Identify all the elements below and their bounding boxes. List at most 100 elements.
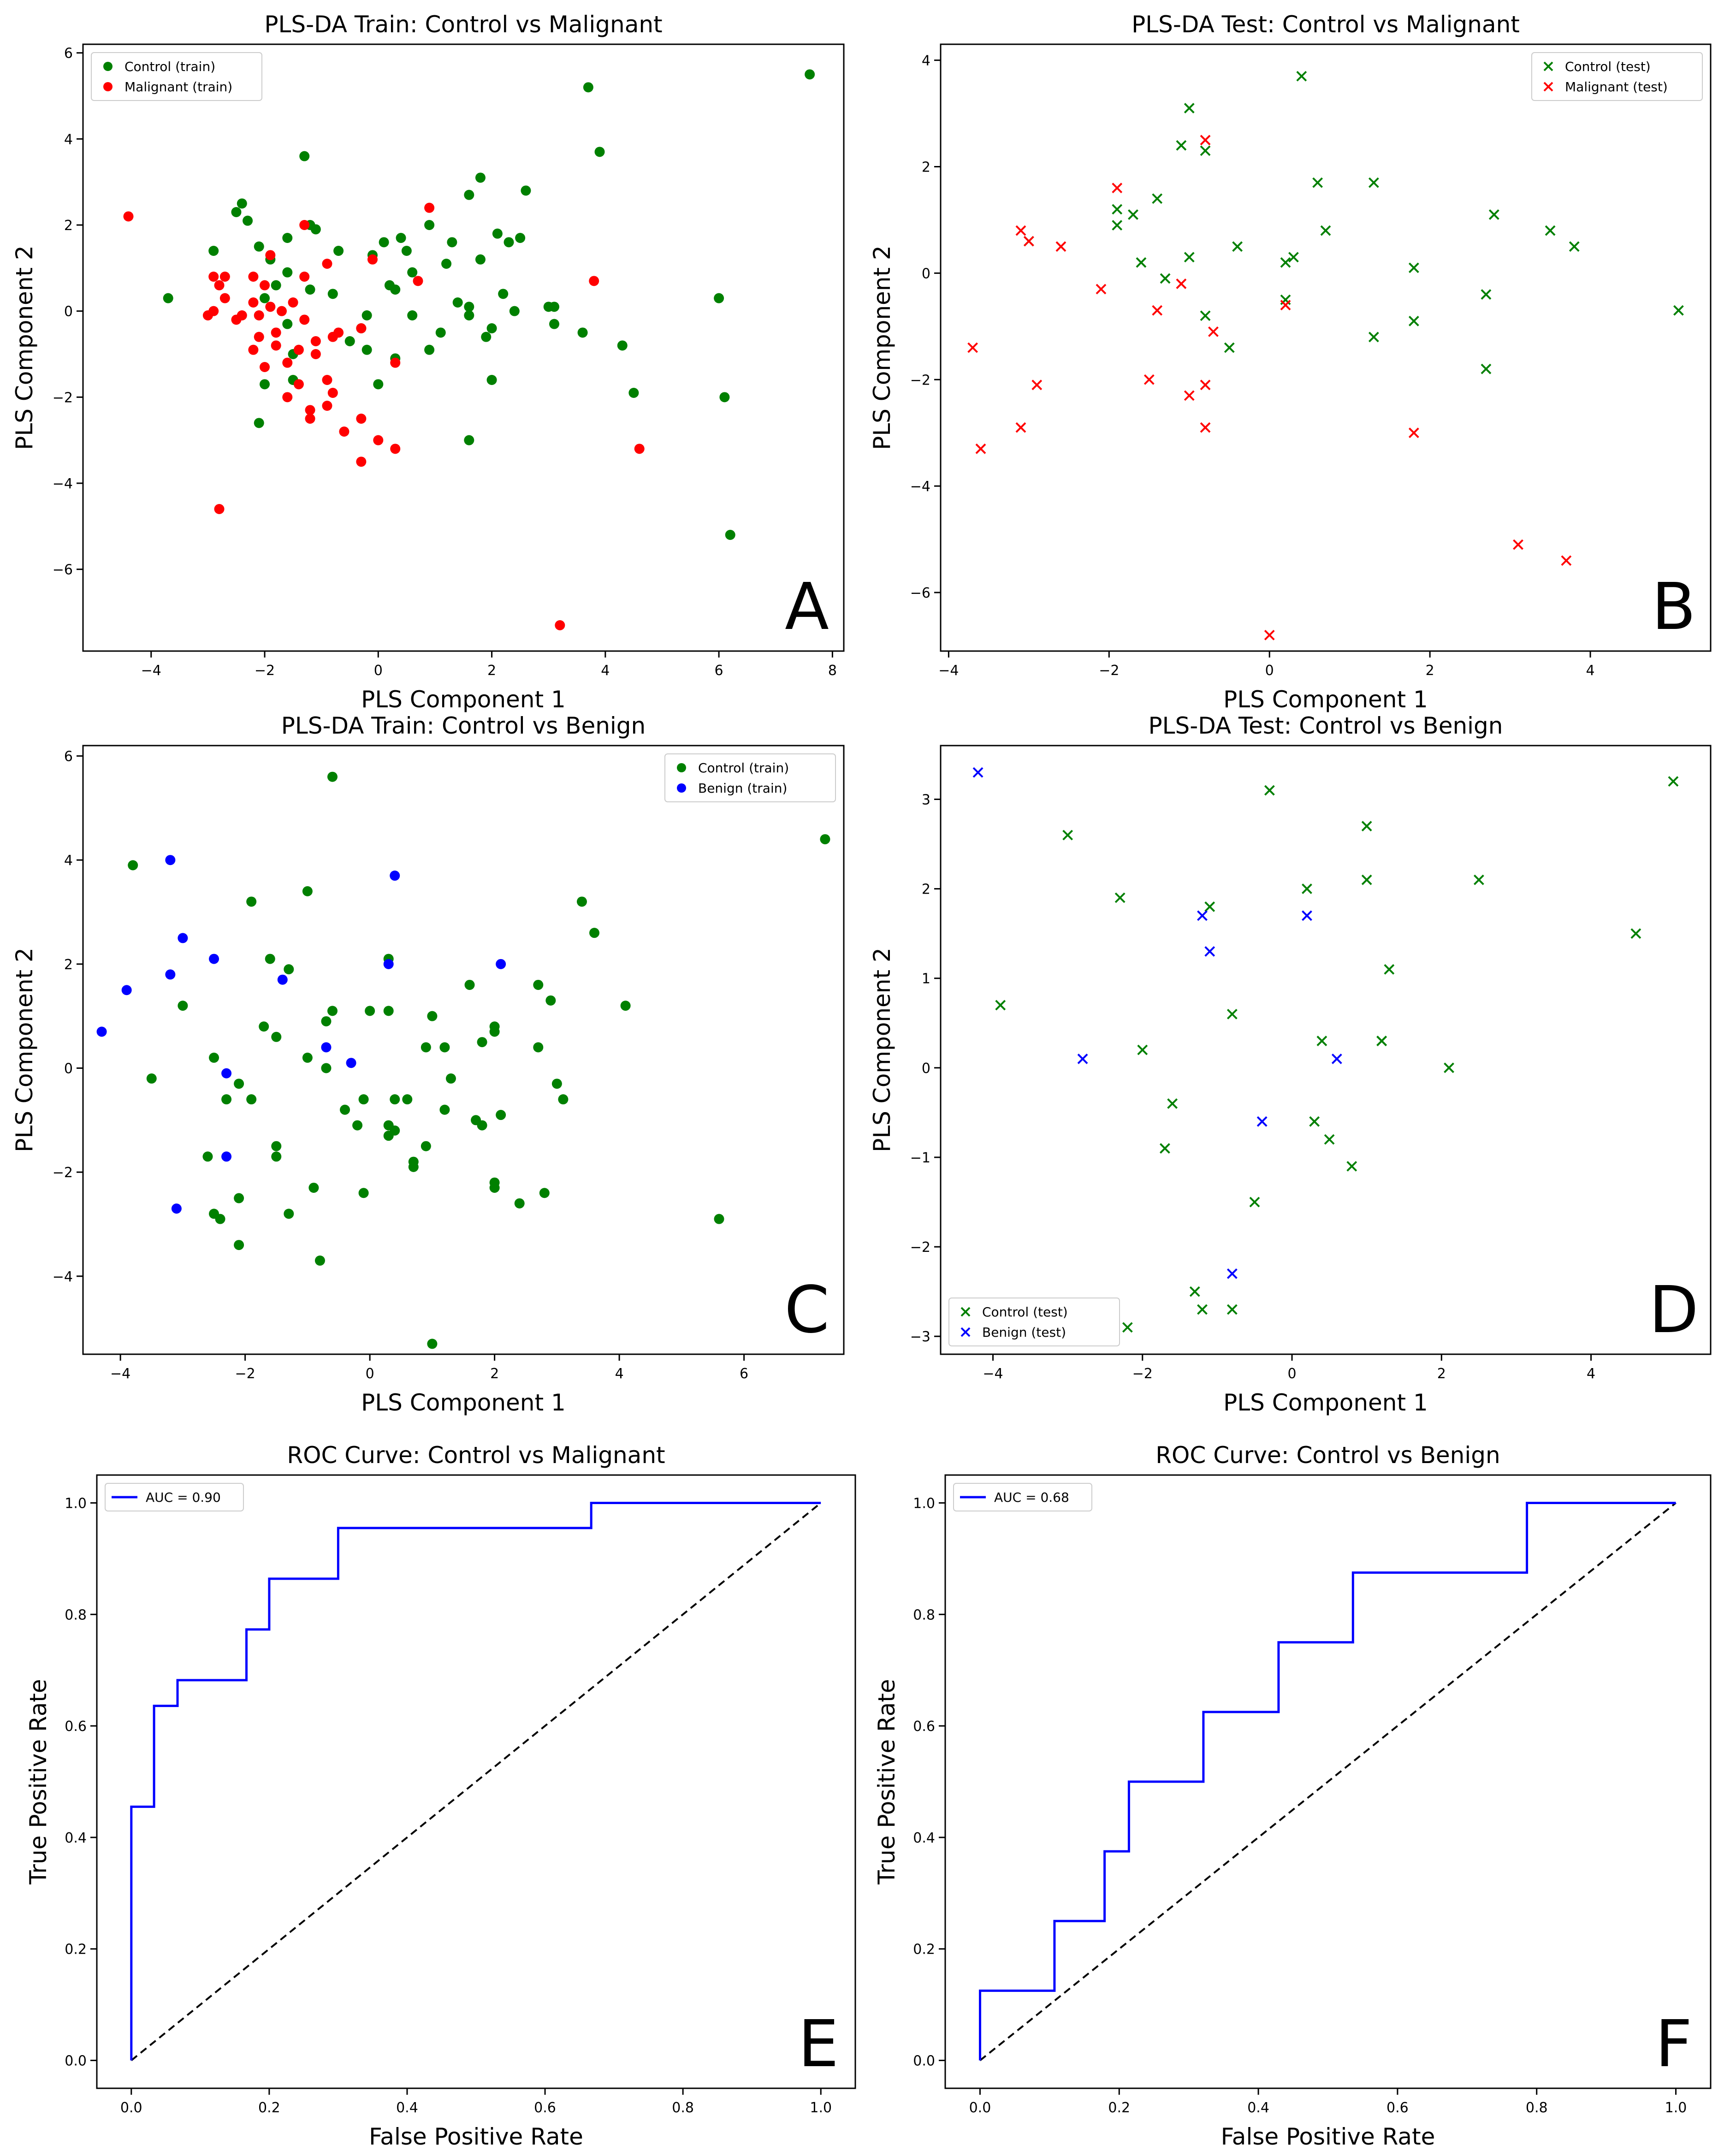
scatter-point <box>383 1006 394 1016</box>
scatter-point <box>617 340 628 351</box>
chance-diagonal-line <box>130 1502 822 2062</box>
scatter-point <box>322 401 332 411</box>
scatter-point <box>265 954 275 964</box>
scatter-point <box>1226 1268 1238 1279</box>
scatter-point <box>805 69 815 80</box>
scatter-point <box>383 959 394 969</box>
x-tick-label: 0 <box>1287 1366 1296 1382</box>
scatter-point <box>305 405 315 415</box>
scatter-point <box>282 319 293 329</box>
x-tick-label: 0 <box>374 663 383 679</box>
scatter-point <box>284 1209 294 1219</box>
scatter-point <box>558 1094 569 1105</box>
x-axis-label: False Positive Rate <box>369 2123 583 2150</box>
scatter-point <box>435 327 446 338</box>
scatter-point <box>1408 315 1419 326</box>
scatter-point <box>1112 220 1123 231</box>
plot-frame <box>82 745 845 1355</box>
legend-marker <box>103 82 113 91</box>
scatter-point <box>284 964 294 975</box>
y-tick-label: −4 <box>53 476 73 492</box>
scatter-point <box>555 620 565 630</box>
scatter-point <box>1096 284 1107 295</box>
legend-entry-label: AUC = 0.68 <box>994 1490 1069 1505</box>
x-tick-label: −4 <box>938 663 959 679</box>
legend-marker <box>1543 61 1553 71</box>
y-axis-label: True Positive Rate <box>873 1679 900 1884</box>
scatter-point <box>820 834 830 845</box>
scatter-point <box>439 1042 450 1053</box>
scatter-point <box>521 185 531 196</box>
scatter-point <box>219 272 230 282</box>
scatter-point <box>373 435 384 445</box>
legend-entry-label: Malignant (test) <box>1565 79 1668 95</box>
y-tick-label: 6 <box>64 749 73 765</box>
scatter-point <box>327 771 338 782</box>
scatter-point <box>178 1001 188 1011</box>
x-tick-label: −2 <box>255 663 275 679</box>
scatter-point <box>577 327 588 338</box>
data-layer <box>972 767 1679 1333</box>
scatter-point <box>367 254 378 265</box>
panel-label: C <box>784 1273 829 1348</box>
scatter-point <box>282 267 293 278</box>
scatter-point <box>234 1193 244 1203</box>
scatter-point <box>259 1021 269 1032</box>
scatter-point <box>299 151 310 161</box>
scatter-point <box>208 306 219 316</box>
scatter-point <box>265 302 276 312</box>
scatter-point <box>481 332 492 342</box>
scatter-point <box>327 289 338 299</box>
scatter-point <box>445 1073 456 1084</box>
scatter-point <box>231 314 242 325</box>
x-tick-label: 1.0 <box>810 2100 832 2116</box>
scatter-point <box>509 306 520 316</box>
x-tick-label: 0 <box>366 1366 374 1382</box>
y-tick-label: −1 <box>910 1150 930 1166</box>
scatter-point <box>246 896 257 907</box>
scatter-point <box>714 1214 724 1224</box>
scatter-point <box>1197 910 1208 921</box>
scatter-point <box>390 284 401 295</box>
chart-title: PLS-DA Test: Control vs Benign <box>1149 712 1503 739</box>
scatter-point <box>383 1131 394 1141</box>
panel-label: D <box>1649 1273 1699 1348</box>
x-tick-label: 8 <box>828 663 837 679</box>
scatter-point <box>1114 892 1126 903</box>
scatter-point <box>421 1141 431 1151</box>
scatter-point <box>1249 1197 1260 1208</box>
scatter-point <box>1184 252 1195 263</box>
scatter-point <box>995 1000 1006 1011</box>
scatter-point <box>486 375 497 385</box>
scatter-point <box>1031 379 1043 391</box>
chart-panel-D: PLS-DA Test: Control vs Benign −4 −2 0 2 4 −3 −… <box>869 712 1712 1416</box>
scatter-point <box>576 896 587 907</box>
y-tick-label: 0.8 <box>913 1607 935 1623</box>
x-tick-label: 0.2 <box>1108 2100 1130 2116</box>
y-tick-label: −2 <box>53 390 73 406</box>
scatter-point <box>1204 901 1215 912</box>
chart-panel-F: ROC Curve: Control vs Benign 0.0 0.2 0.4 0.6… <box>873 1442 1712 2150</box>
scatter-point <box>464 190 474 200</box>
scatter-point <box>1668 776 1679 787</box>
y-tick-label: 2 <box>64 957 73 973</box>
scatter-point <box>271 1151 282 1162</box>
scatter-point <box>321 1016 332 1026</box>
scatter-point <box>545 995 556 1006</box>
scatter-point <box>1197 1304 1208 1315</box>
x-tick-label: −2 <box>235 1366 255 1382</box>
x-tick-label: −4 <box>141 663 161 679</box>
scatter-point <box>340 1104 350 1115</box>
scatter-point <box>1176 279 1187 289</box>
y-axis-label: True Positive Rate <box>25 1679 52 1884</box>
scatter-point <box>427 1339 438 1349</box>
scatter-point <box>496 1110 506 1120</box>
scatter-point <box>96 1026 107 1037</box>
scatter-point <box>308 1182 319 1193</box>
scatter-point <box>1673 305 1684 316</box>
scatter-point <box>299 272 310 282</box>
scatter-point <box>271 1141 282 1151</box>
scatter-point <box>464 435 474 445</box>
scatter-point <box>1324 1134 1335 1145</box>
scatter-point <box>421 1042 431 1053</box>
